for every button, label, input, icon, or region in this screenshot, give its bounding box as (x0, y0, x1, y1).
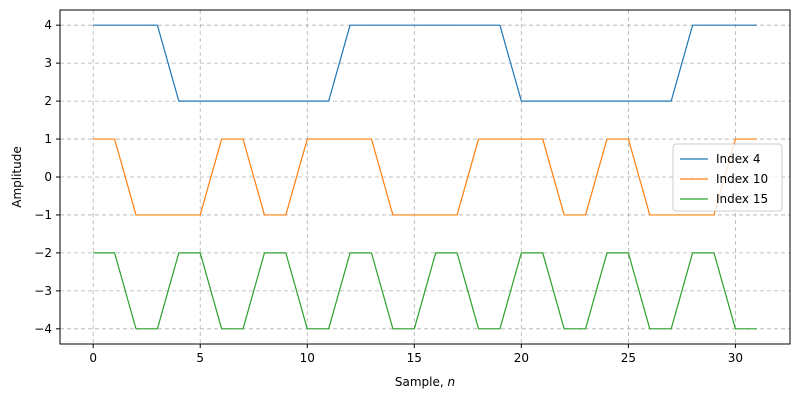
legend-label-1: Index 4 (716, 152, 760, 166)
y-tick-label: −2 (34, 246, 52, 260)
x-tick-label: 20 (514, 351, 529, 365)
x-tick-label: 30 (728, 351, 743, 365)
y-tick-label: −1 (34, 208, 52, 222)
y-tick-label: 1 (44, 132, 52, 146)
axis-ticks: 0 5 10 15 20 25 30 −4 −3 −2 −1 0 1 2 3 4 (34, 18, 743, 365)
series-line-3 (93, 252, 757, 330)
y-tick-label: −3 (34, 284, 52, 298)
legend-label-2: Index 10 (716, 172, 768, 186)
series-line-2 (93, 138, 757, 216)
y-tick-label: 4 (44, 18, 52, 32)
legend: Index 4 Index 10 Index 15 (672, 143, 783, 212)
x-tick-label: 10 (300, 351, 315, 365)
legend-box (672, 143, 783, 212)
x-axis-title: Sample, n (395, 375, 455, 389)
x-tick-label: 15 (407, 351, 422, 365)
x-tick-label: 0 (89, 351, 97, 365)
x-tick-label: 5 (196, 351, 204, 365)
y-axis-title: Amplitude (10, 146, 24, 208)
y-tick-label: 3 (44, 56, 52, 70)
x-tick-label: 25 (621, 351, 636, 365)
y-tick-label: 2 (44, 94, 52, 108)
series-line-1 (93, 24, 757, 102)
y-tick-label: 0 (44, 170, 52, 184)
y-tick-label: −4 (34, 322, 52, 336)
legend-label-3: Index 15 (716, 192, 768, 206)
series-lines (93, 24, 757, 330)
